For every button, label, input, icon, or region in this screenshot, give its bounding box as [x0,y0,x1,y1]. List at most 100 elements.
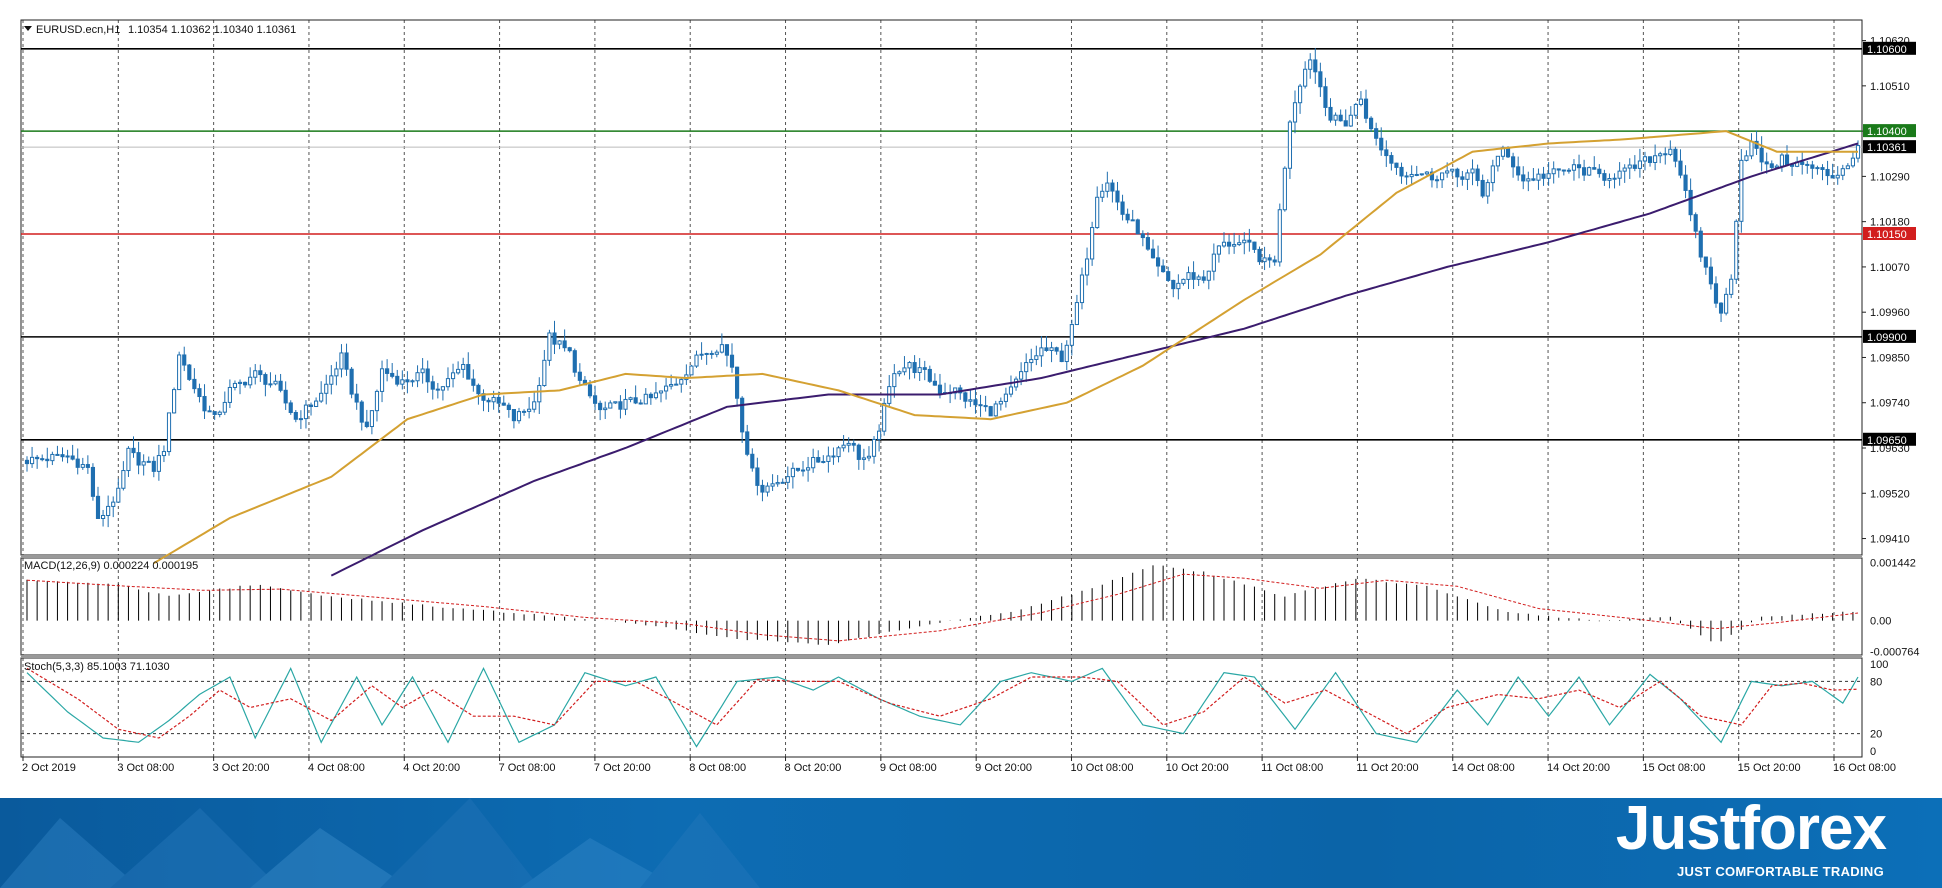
candle-body [1374,128,1379,139]
price-tick-label: 1.09960 [1870,307,1910,319]
candle-body [35,456,40,460]
candle-body [1617,170,1622,179]
chart-header: EURUSD.ecn,H1 1.10354 1.10362 1.10340 1.… [24,24,296,36]
candle-body [663,385,669,392]
candle-body [1074,302,1079,326]
candle-body [542,359,547,387]
candle-body [1749,140,1754,157]
candle-body [385,368,390,374]
candle-body [1176,282,1181,290]
candle-body [628,397,633,400]
candle-body [1718,302,1724,314]
candle-body [1693,214,1698,232]
candle-body [177,354,182,391]
candle-body [592,395,598,404]
candle-body [1455,168,1460,178]
candle-body [1637,160,1642,169]
price-levels [21,48,1862,441]
candle-body [1673,148,1678,162]
candle-body [1044,347,1049,351]
candle-body [1516,166,1521,176]
candle-body [359,401,364,423]
candle-body [1226,241,1232,247]
candle-body [476,384,481,395]
candle-body [1647,156,1653,163]
candle-body [861,457,866,460]
candle-body [182,354,187,366]
candle-body [932,380,937,386]
candle-body [1029,358,1034,364]
candle-body [694,354,699,367]
candle-body [329,375,334,385]
candle-body [1369,117,1374,130]
price-tick-label: 1.09520 [1870,488,1910,500]
candle-body [156,455,161,472]
candle-body [1277,209,1282,263]
candle-body [978,404,983,407]
time-tick-label: 4 Oct 20:00 [403,762,460,774]
candle-body [192,378,197,390]
candle-body [1338,114,1343,122]
candle-body [1318,71,1323,88]
level-price-tag [1863,41,1916,55]
candle-body [1267,257,1272,261]
price-tick-label: 1.09630 [1870,443,1910,455]
candle-body [1064,344,1069,363]
candle-body [572,350,577,373]
justforex-logo: Justforex [1615,798,1887,863]
candle-body [557,340,562,345]
candle-body [613,401,618,404]
candle-body [988,406,993,417]
candle-body [562,340,567,349]
candle-body [1805,163,1810,166]
candle-body [354,393,359,403]
level-price-label: 1.09650 [1867,435,1907,447]
price-tick-label: 1.09850 [1870,352,1910,364]
candle-body [334,368,339,377]
candle-body [1703,256,1708,268]
candle-body [45,458,50,462]
candle-body [1363,98,1369,119]
candle-body [1511,156,1516,168]
candle-body [1845,165,1850,170]
candle-body [897,371,902,375]
candle-body [1759,147,1764,163]
candle-body [456,368,461,374]
candle-body [1161,265,1166,273]
candle-body [1095,196,1100,229]
candle-body [704,352,709,355]
candle-body [1130,219,1135,222]
candle-body [55,453,60,456]
candle-body [90,466,96,497]
candle-body [1810,164,1815,169]
candle-body [882,402,887,432]
candle-body [1729,278,1734,295]
candle-body [1186,272,1191,280]
level-price-label: 1.10400 [1867,126,1907,138]
candle-body [1206,270,1211,281]
candle-body [1034,355,1039,360]
candle-body [1566,169,1571,172]
dropdown-triangle-icon[interactable] [24,26,32,31]
candle-body [374,390,380,412]
candle-body [1688,189,1693,216]
candle-body [1308,59,1313,70]
level-price-tag [1863,329,1916,343]
candle-body [892,373,897,388]
candle-body [516,411,522,422]
candle-body [121,470,126,489]
candle-body [1724,293,1729,314]
candle-body [319,392,324,402]
candle-body [440,386,445,391]
candle-body [1216,245,1222,255]
candle-body [1247,239,1252,243]
candle-body [1820,167,1825,170]
candle-body [131,447,136,454]
price-chart[interactable]: 1.106201.105101.104001.102901.101801.100… [0,0,1942,798]
macd-panel [26,565,1859,645]
candle-body [1764,161,1769,165]
candle-body [1389,155,1394,164]
level-price-label: 1.09900 [1867,332,1907,344]
candle-body [1297,85,1303,104]
candle-body [1419,173,1424,176]
